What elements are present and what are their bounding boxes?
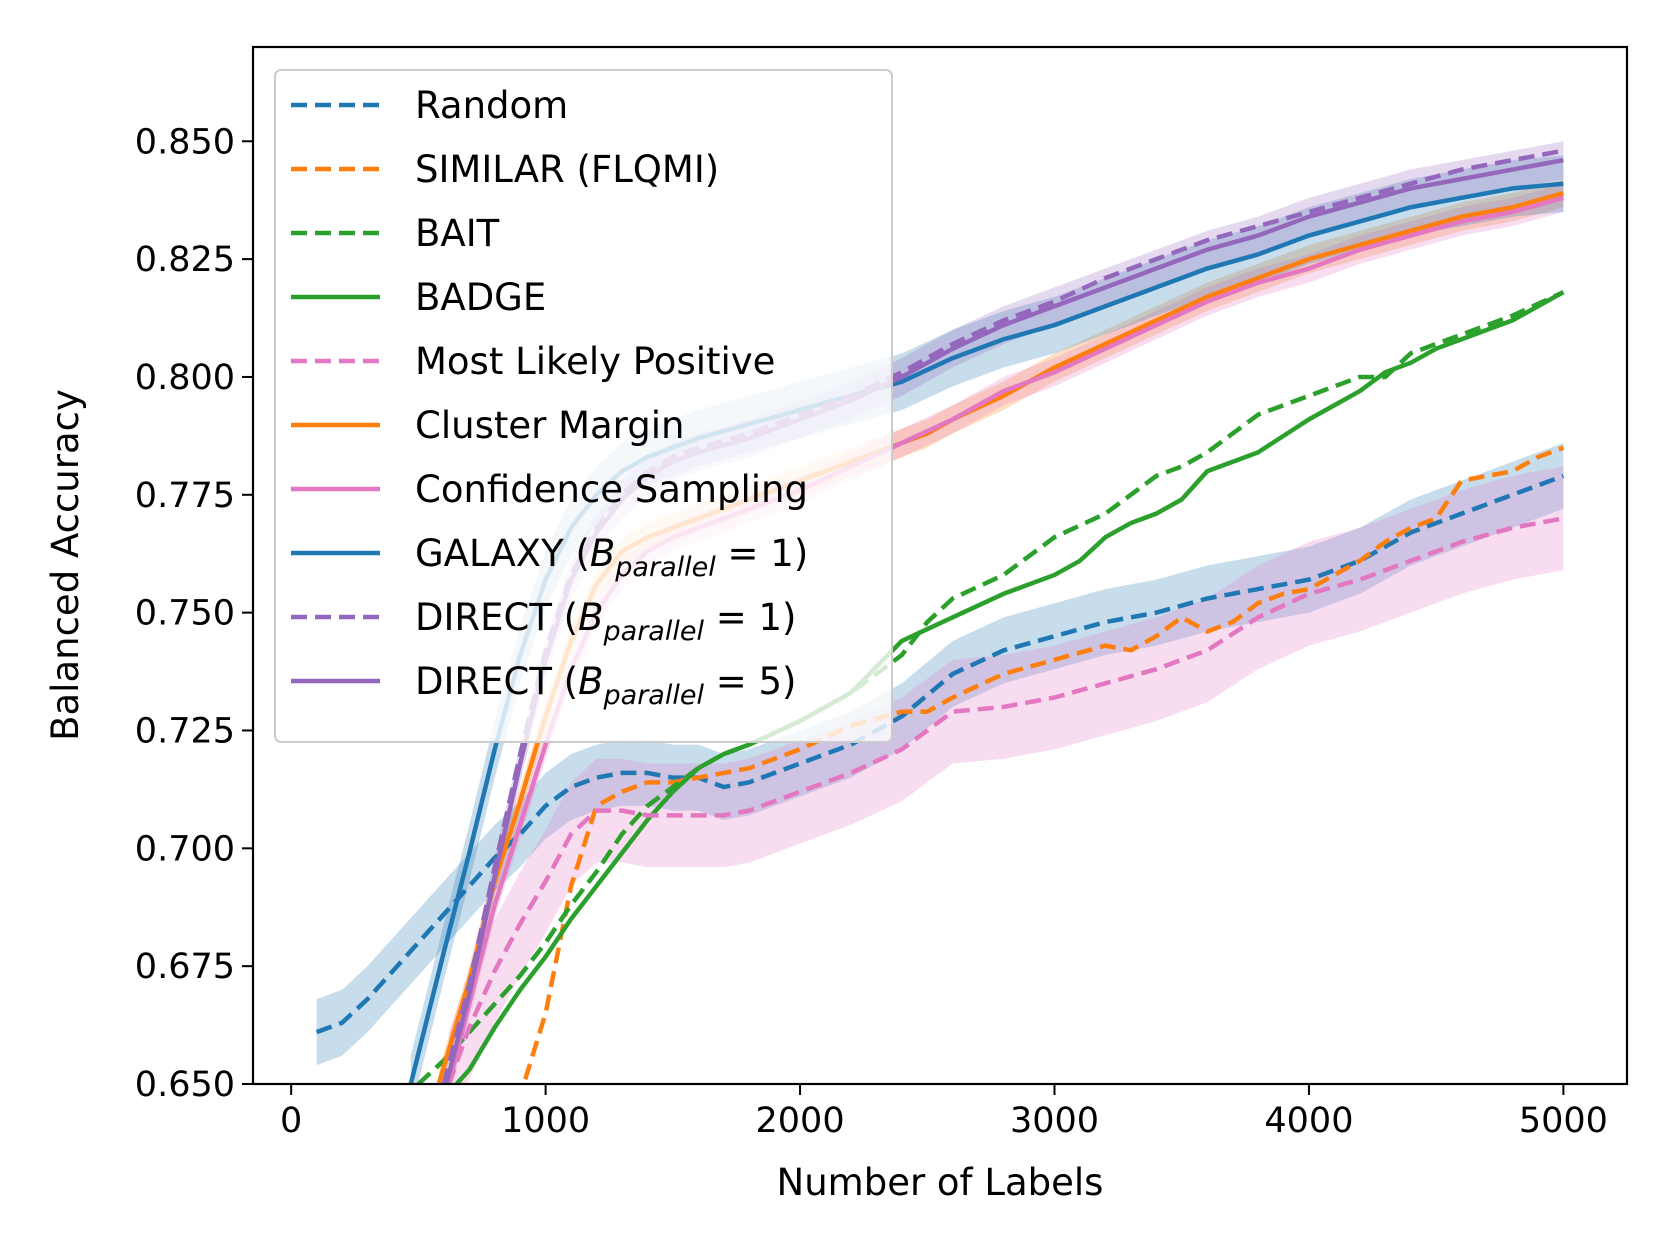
y-axis: 0.650 0.675 0.700 0.725 0.750 0.775 0.800 0.825… xyxy=(135,122,253,1105)
x-tick-label: 1000 xyxy=(501,1101,590,1141)
legend-label-badge: BADGE xyxy=(415,276,546,319)
y-tick-label: 0.675 xyxy=(135,947,235,987)
band-direct-b-parallel-5 xyxy=(446,141,1564,1084)
legend-label-direct-b-parallel-1: DIRECT (Bparallel = 1) xyxy=(415,596,796,647)
y-tick-label: 0.725 xyxy=(135,711,235,751)
band-galaxy-b-parallel-1 xyxy=(410,155,1564,1084)
legend-box xyxy=(274,69,893,743)
series-line-most-likely-positive xyxy=(446,516,1564,1084)
legend-label-confidence-sampling: Confidence Sampling xyxy=(415,468,808,511)
x-tick-label: 0 xyxy=(280,1101,302,1141)
legend-label-similar-flqmi: SIMILAR (FLQMI) xyxy=(415,148,719,191)
y-tick-label: 0.825 xyxy=(135,240,235,280)
x-axis: 0 1000 2000 3000 4000 5000 xyxy=(280,1084,1608,1141)
series-line-badge xyxy=(454,290,1565,1084)
x-tick-label: 3000 xyxy=(1010,1101,1099,1141)
band-most-likely-positive xyxy=(448,466,1564,1084)
y-tick-label: 0.850 xyxy=(135,122,235,162)
x-axis-title: Number of Labels xyxy=(777,1161,1104,1204)
series-line-bait xyxy=(416,290,1565,1084)
x-tick-label: 4000 xyxy=(1264,1101,1353,1141)
legend: Random SIMILAR (FLQMI) BAIT BADGE Most Likel… xyxy=(274,69,893,743)
y-tick-label: 0.700 xyxy=(135,829,235,869)
y-tick-label: 0.775 xyxy=(135,476,235,516)
legend-label-bait: BAIT xyxy=(415,212,500,255)
y-tick-label: 0.750 xyxy=(135,594,235,634)
x-tick-label: 5000 xyxy=(1519,1101,1608,1141)
legend-label-random: Random xyxy=(415,84,568,127)
y-axis-title: Balanced Accuracy xyxy=(44,389,87,741)
plot-frame xyxy=(251,45,1629,1086)
legend-label-galaxy-b-parallel-1: GALAXY (Bparallel = 1) xyxy=(415,532,808,583)
x-tick-label: 2000 xyxy=(756,1101,845,1141)
y-tick-label: 0.650 xyxy=(135,1065,235,1105)
y-tick-label: 0.800 xyxy=(135,358,235,398)
series-line-similar-flqmi xyxy=(523,445,1565,1080)
confidence-bands xyxy=(316,141,1564,1084)
legend-label-direct-b-parallel-5: DIRECT (Bparallel = 5) xyxy=(415,660,796,711)
band-random xyxy=(316,442,1564,1066)
series-line-random xyxy=(315,473,1565,1035)
legend-label-most-likely-positive: Most Likely Positive xyxy=(415,340,775,383)
legend-label-cluster-margin: Cluster Margin xyxy=(415,404,684,447)
